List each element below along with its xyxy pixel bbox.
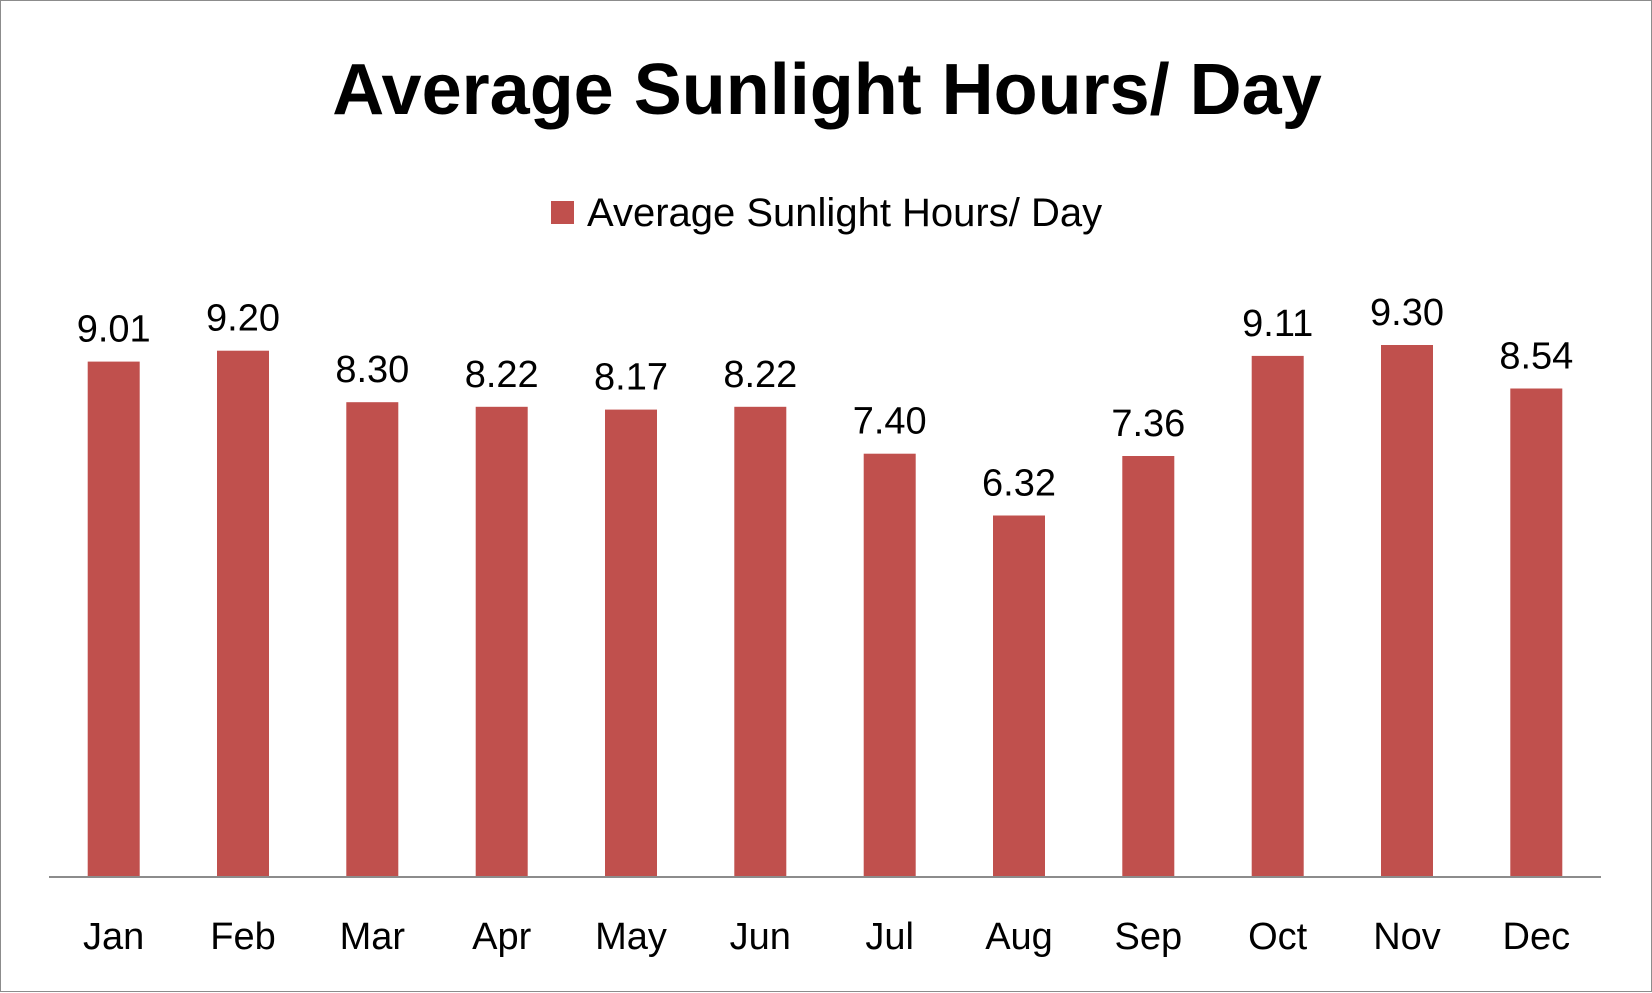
bars-group xyxy=(87,345,1563,878)
category-label-may: May xyxy=(595,916,667,958)
bar-jul xyxy=(863,453,916,877)
bar-aug xyxy=(993,515,1045,877)
bar-dec xyxy=(1510,388,1563,877)
category-label-oct: Oct xyxy=(1248,916,1308,958)
value-label-may: 8.17 xyxy=(594,357,668,399)
value-label-apr: 8.22 xyxy=(465,354,539,396)
value-label-sep: 7.36 xyxy=(1111,403,1185,445)
chart-title: Average Sunlight Hours/ Day xyxy=(332,50,1322,130)
value-label-nov: 9.30 xyxy=(1370,292,1444,334)
category-label-jun: Jun xyxy=(730,916,791,958)
value-label-dec: 8.54 xyxy=(1499,336,1573,378)
category-label-mar: Mar xyxy=(340,916,406,958)
category-label-feb: Feb xyxy=(210,916,275,958)
bar-nov xyxy=(1381,345,1433,877)
category-label-dec: Dec xyxy=(1503,916,1571,958)
bar-jun xyxy=(734,406,787,877)
value-label-oct: 9.11 xyxy=(1242,303,1313,345)
legend-swatch xyxy=(551,201,574,224)
category-labels-group: Jan Feb Mar Apr May Jun Jul Aug Sep Oct Nov Dec xyxy=(83,916,1570,958)
value-labels-group: 9.01 9.20 8.30 8.22 8.17 8.22 7.40 6.32 7.36 9.11… xyxy=(77,292,1574,505)
value-label-mar: 8.30 xyxy=(335,349,409,391)
value-label-aug: 6.32 xyxy=(982,463,1056,505)
bar-jan xyxy=(87,361,140,878)
value-label-jun: 8.22 xyxy=(723,354,797,396)
bar-feb xyxy=(217,350,269,877)
category-label-sep: Sep xyxy=(1114,916,1182,958)
bar-may xyxy=(605,409,657,877)
bar-mar xyxy=(346,402,399,877)
legend: Average Sunlight Hours/ Day xyxy=(551,191,1102,235)
category-label-apr: Apr xyxy=(472,916,531,958)
category-label-aug: Aug xyxy=(985,916,1053,958)
category-label-jan: Jan xyxy=(83,916,144,958)
category-label-nov: Nov xyxy=(1373,916,1441,958)
bar-sep xyxy=(1122,456,1175,877)
value-label-jan: 9.01 xyxy=(77,309,151,351)
category-label-jul: Jul xyxy=(865,916,914,958)
value-label-jul: 7.40 xyxy=(853,401,927,443)
bar-oct xyxy=(1251,355,1304,877)
value-label-feb: 9.20 xyxy=(206,298,280,340)
bar-apr xyxy=(475,406,528,877)
legend-label: Average Sunlight Hours/ Day xyxy=(587,191,1102,235)
